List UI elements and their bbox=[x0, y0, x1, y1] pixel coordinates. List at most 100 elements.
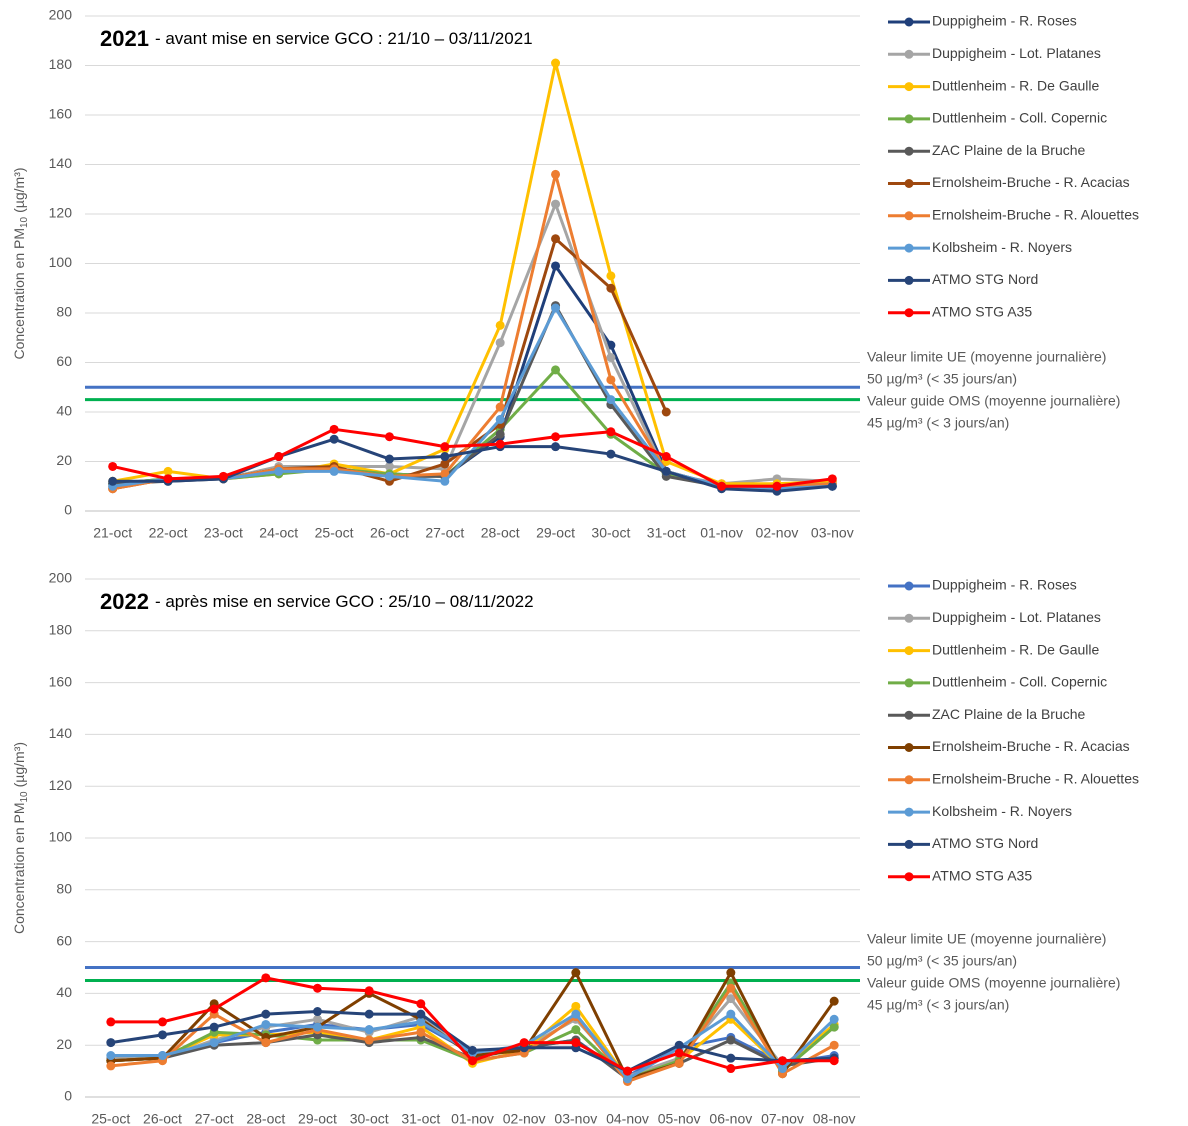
data-point bbox=[158, 1030, 167, 1040]
data-point bbox=[313, 1022, 322, 1032]
data-point bbox=[440, 469, 450, 479]
y-tick-label: 180 bbox=[49, 622, 73, 638]
data-point bbox=[829, 1056, 839, 1066]
chart-title-text: - avant mise en service GCO : 21/10 – 03… bbox=[155, 29, 533, 48]
data-point bbox=[726, 994, 736, 1004]
legend-marker bbox=[904, 839, 914, 849]
x-tick-label: 05-nov bbox=[658, 1111, 701, 1126]
data-point bbox=[829, 1040, 839, 1050]
data-point bbox=[218, 471, 228, 481]
legend-label: ATMO STG A35 bbox=[932, 867, 1032, 883]
data-point bbox=[106, 1061, 116, 1071]
data-point bbox=[416, 1027, 426, 1037]
chart-title-year: 2021 bbox=[100, 26, 149, 51]
data-point bbox=[261, 1009, 271, 1019]
x-tick-label: 25-oct bbox=[91, 1111, 130, 1126]
x-tick-label: 27-oct bbox=[425, 525, 464, 541]
chart-title: 2022 - après mise en service GCO : 25/10 … bbox=[100, 589, 534, 614]
data-point bbox=[726, 1053, 736, 1063]
data-point bbox=[726, 968, 736, 978]
y-tick-label: 200 bbox=[49, 570, 73, 586]
legend-label: Duppigheim - Lot. Platanes bbox=[932, 45, 1101, 61]
data-point bbox=[329, 466, 339, 476]
data-point bbox=[726, 1035, 736, 1045]
data-point bbox=[571, 1009, 581, 1019]
data-point bbox=[661, 407, 671, 417]
data-point bbox=[495, 429, 505, 439]
y-axis-label-sub: 10 bbox=[19, 791, 30, 803]
series-line bbox=[112, 61, 833, 486]
legend-marker bbox=[904, 146, 914, 156]
data-point bbox=[468, 1045, 477, 1055]
legend-marker bbox=[904, 775, 914, 785]
data-point bbox=[571, 1025, 581, 1035]
data-point bbox=[551, 234, 561, 244]
y-tick-label: 0 bbox=[64, 502, 72, 518]
reference-sublabel: 45 µg/m³ (< 3 jours/an) bbox=[867, 415, 1009, 431]
x-tick-label: 03-nov bbox=[554, 1111, 597, 1126]
data-point bbox=[384, 461, 394, 471]
legend-label: Ernolsheim-Bruche - R. Alouettes bbox=[932, 207, 1139, 223]
x-tick-label: 31-oct bbox=[401, 1111, 440, 1126]
x-tick-label: 03-nov bbox=[811, 525, 854, 541]
x-tick-label: 25-oct bbox=[315, 525, 354, 541]
legend-marker bbox=[904, 275, 914, 285]
data-point bbox=[158, 1017, 167, 1027]
data-point bbox=[416, 999, 426, 1009]
data-point bbox=[364, 1025, 374, 1035]
data-point bbox=[495, 402, 505, 412]
legend-marker bbox=[904, 17, 914, 27]
data-point bbox=[674, 1058, 684, 1068]
data-point bbox=[106, 1017, 116, 1027]
y-tick-label: 80 bbox=[56, 881, 72, 897]
y-tick-label: 100 bbox=[49, 829, 73, 845]
y-tick-label: 160 bbox=[49, 673, 73, 689]
y-tick-label: 120 bbox=[49, 205, 73, 221]
chart-title: 2021 - avant mise en service GCO : 21/10 … bbox=[100, 26, 533, 51]
x-tick-label: 01-nov bbox=[451, 1111, 494, 1126]
data-point bbox=[778, 1064, 787, 1074]
y-tick-label: 200 bbox=[49, 7, 73, 23]
legend-marker bbox=[904, 114, 914, 124]
x-tick-label: 08-nov bbox=[813, 1111, 856, 1126]
reference-label: Valeur guide OMS (moyenne journalière) bbox=[867, 975, 1120, 991]
y-axis-label-unit: (µg/m³) bbox=[11, 167, 27, 212]
data-point bbox=[827, 481, 837, 491]
y-tick-label: 0 bbox=[64, 1088, 72, 1104]
x-tick-label: 28-oct bbox=[246, 1111, 285, 1126]
legend-marker bbox=[904, 743, 914, 752]
x-tick-label: 27-oct bbox=[195, 1111, 234, 1126]
legend-marker bbox=[904, 613, 914, 623]
data-point bbox=[674, 1048, 684, 1058]
x-tick-label: 31-oct bbox=[647, 525, 686, 541]
x-tick-label: 02-nov bbox=[503, 1111, 546, 1126]
legend-label: Duttlenheim - R. De Gaulle bbox=[932, 77, 1100, 93]
data-point bbox=[364, 1035, 374, 1045]
x-tick-label: 29-oct bbox=[298, 1111, 337, 1126]
y-tick-label: 100 bbox=[49, 254, 73, 270]
data-point bbox=[606, 283, 616, 293]
data-point bbox=[827, 474, 837, 484]
data-point bbox=[571, 968, 581, 978]
data-point bbox=[571, 1001, 581, 1011]
y-tick-label: 20 bbox=[56, 452, 72, 468]
y-tick-label: 140 bbox=[49, 725, 73, 741]
data-point bbox=[606, 449, 616, 459]
series-line bbox=[112, 172, 833, 491]
x-tick-label: 24-oct bbox=[259, 525, 298, 541]
x-tick-label: 04-nov bbox=[606, 1111, 649, 1126]
reference-sublabel: 50 µg/m³ (< 35 jours/an) bbox=[867, 953, 1017, 969]
y-tick-label: 120 bbox=[49, 777, 73, 793]
y-axis-label-main: Concentration en PM bbox=[11, 228, 27, 360]
data-point bbox=[772, 481, 782, 491]
y-axis-label: Concentration en PM10 (µg/m³) bbox=[11, 742, 30, 934]
data-point bbox=[440, 476, 450, 486]
data-point bbox=[261, 973, 271, 983]
data-point bbox=[108, 461, 118, 471]
y-tick-label: 180 bbox=[49, 56, 73, 72]
y-tick-label: 60 bbox=[56, 932, 72, 948]
x-tick-label: 22-oct bbox=[149, 525, 188, 541]
data-point bbox=[829, 1022, 839, 1032]
data-point bbox=[495, 414, 505, 424]
